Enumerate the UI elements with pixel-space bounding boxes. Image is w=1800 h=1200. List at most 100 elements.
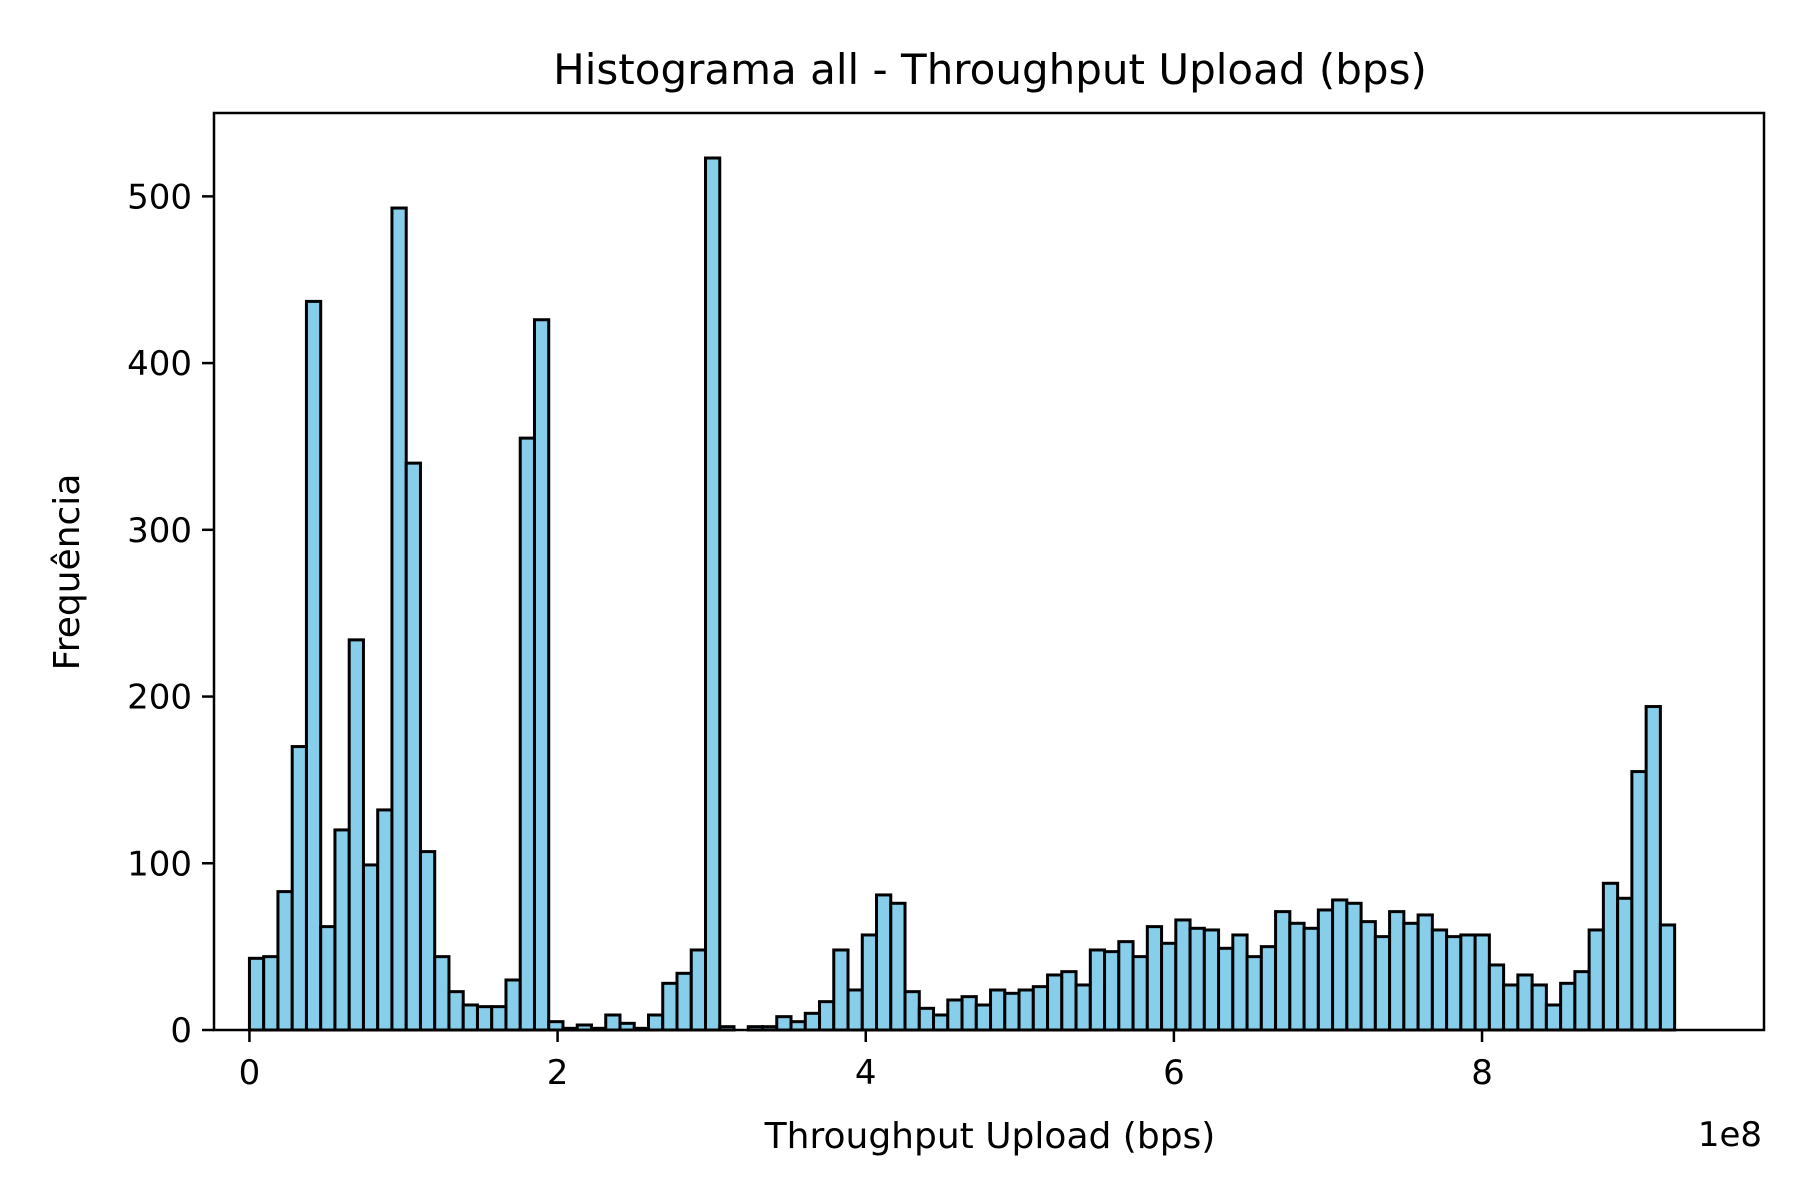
histogram-bar xyxy=(347,638,365,1032)
bars-layer xyxy=(247,156,1677,1032)
histogram-bar xyxy=(404,461,422,1032)
y-ticks-layer: 0 100 200 300 400 500 xyxy=(127,177,214,1051)
histogram-bar xyxy=(1003,991,1021,1032)
histogram-bar xyxy=(1587,928,1605,1032)
histogram-bar xyxy=(917,1006,936,1032)
histogram-bar xyxy=(433,955,451,1032)
histogram-bar xyxy=(1117,940,1135,1032)
histogram-bar xyxy=(1103,950,1121,1032)
histogram-bar xyxy=(1316,908,1335,1032)
histogram-bar xyxy=(1217,946,1235,1032)
histogram-bar xyxy=(1559,981,1577,1032)
histogram-bar xyxy=(989,988,1007,1032)
histogram-bar xyxy=(818,1000,836,1032)
histogram-bar xyxy=(490,1005,508,1032)
histogram-bar xyxy=(875,893,893,1032)
histogram-bar xyxy=(390,206,408,1032)
histogram-bar xyxy=(1188,926,1206,1032)
histogram-bar xyxy=(1131,955,1149,1032)
histogram-bar xyxy=(1402,921,1420,1032)
histogram-bar xyxy=(803,1011,822,1032)
histogram-bar xyxy=(1060,970,1078,1032)
histogram-bar xyxy=(1573,970,1591,1032)
histogram-bar xyxy=(1487,963,1506,1032)
histogram-bar xyxy=(1160,941,1178,1032)
histogram-bar xyxy=(1544,1003,1563,1032)
histogram-bar xyxy=(1416,913,1434,1032)
histogram-bar xyxy=(1658,923,1677,1032)
histogram-bar xyxy=(1302,926,1320,1032)
histogram-bar xyxy=(532,318,551,1032)
histogram-bar xyxy=(1373,935,1392,1032)
histogram-bar xyxy=(547,1020,565,1032)
histogram-bar xyxy=(1017,988,1035,1032)
y-axis-label: Frequência xyxy=(47,474,88,671)
x-tick-label: 6 xyxy=(1163,1053,1185,1093)
histogram-bar xyxy=(262,955,280,1032)
histogram-bar xyxy=(1046,973,1064,1032)
histogram-bar xyxy=(1331,898,1349,1032)
x-tick-label: 4 xyxy=(855,1053,877,1093)
histogram-bar xyxy=(646,1013,665,1032)
chart-title: Histograma all - Throughput Upload (bps) xyxy=(553,45,1427,94)
histogram-bar xyxy=(675,971,693,1032)
y-tick-label: 0 xyxy=(170,1011,192,1051)
histogram-bar xyxy=(447,990,465,1032)
x-ticks-layer: 0 2 4 6 8 xyxy=(239,1030,1493,1093)
histogram-bar xyxy=(247,956,266,1032)
histogram-bar xyxy=(846,988,864,1032)
plot-frame xyxy=(212,111,1766,1032)
histogram-bar xyxy=(704,156,722,1032)
histogram-bar xyxy=(1202,928,1221,1032)
histogram-bar xyxy=(1473,933,1491,1032)
histogram-bar xyxy=(932,1013,950,1032)
histogram-bar xyxy=(504,978,522,1032)
histogram-bar xyxy=(304,299,323,1032)
histogram-bar xyxy=(376,808,394,1032)
histogram-bar xyxy=(333,828,351,1032)
y-tick-label: 400 xyxy=(127,344,192,384)
histogram-bar xyxy=(1530,983,1548,1032)
histogram-bar xyxy=(1601,881,1620,1032)
histogram-bar xyxy=(974,1003,993,1032)
histogram-bar xyxy=(661,981,679,1032)
histogram-bar xyxy=(418,850,437,1032)
histogram-bar xyxy=(1430,928,1449,1032)
histogram-bar xyxy=(1088,948,1107,1032)
x-axis-label: Throughput Upload (bps) xyxy=(764,1116,1216,1157)
histogram-bar xyxy=(1074,983,1092,1032)
histogram-bar xyxy=(1174,918,1192,1032)
histogram-bar xyxy=(1274,910,1292,1032)
histogram-bar xyxy=(604,1013,622,1032)
y-tick-label: 200 xyxy=(127,678,192,718)
histogram-bar xyxy=(775,1015,793,1032)
histogram-bar xyxy=(319,925,337,1032)
y-tick-label: 300 xyxy=(127,511,192,551)
x-tick-label: 8 xyxy=(1471,1053,1493,1093)
histogram-bar xyxy=(1288,921,1306,1032)
histogram-bar xyxy=(1516,973,1534,1032)
x-tick-label: 2 xyxy=(547,1053,569,1093)
histogram-bar xyxy=(1245,955,1263,1032)
histogram-bar xyxy=(518,436,536,1032)
histogram-bar xyxy=(290,745,308,1032)
histogram-bar xyxy=(1345,901,1363,1032)
y-tick-label: 100 xyxy=(127,844,192,884)
histogram-bar xyxy=(903,990,921,1032)
histogram-bar xyxy=(889,901,907,1032)
histogram-bar xyxy=(1644,705,1662,1032)
histogram-bar xyxy=(832,948,850,1032)
histogram-bar xyxy=(960,995,978,1032)
histogram-bar xyxy=(1459,933,1477,1032)
histogram-bar xyxy=(1502,983,1520,1032)
histogram-bar xyxy=(1231,933,1249,1032)
histogram-bar xyxy=(1616,896,1634,1032)
histogram-bar xyxy=(1630,770,1648,1032)
histogram-bar xyxy=(1445,935,1463,1032)
histogram-bar xyxy=(860,933,879,1032)
histogram-bar xyxy=(475,1005,494,1032)
histogram-bar xyxy=(461,1003,479,1032)
histogram-bar xyxy=(1031,985,1050,1032)
